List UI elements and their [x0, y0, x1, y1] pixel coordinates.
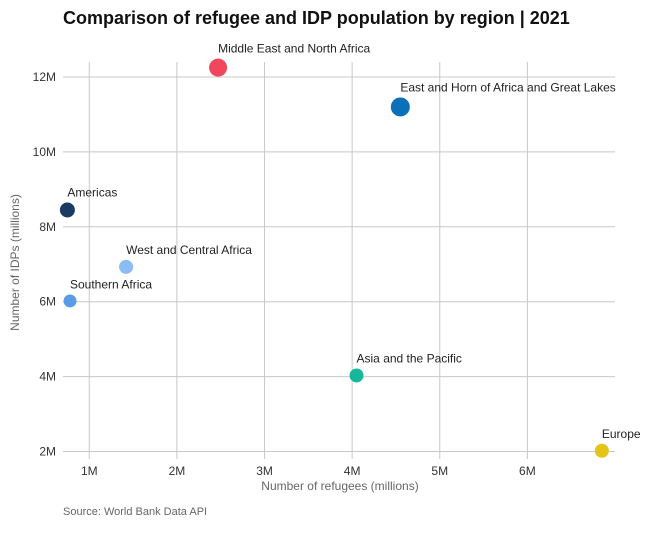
x-tick-label: 4M: [344, 464, 361, 478]
data-point-label: East and Horn of Africa and Great Lakes: [400, 80, 615, 94]
data-point[interactable]: [59, 202, 75, 218]
y-axis-label: Number of IDPs (millions): [8, 194, 22, 331]
data-point[interactable]: [390, 97, 410, 117]
source-note: Source: World Bank Data API: [63, 506, 208, 518]
data-point[interactable]: [349, 368, 364, 383]
data-point-label: Asia and the Pacific: [357, 351, 462, 365]
x-axis-label: Number of refugees (millions): [261, 479, 418, 493]
data-point[interactable]: [63, 294, 77, 308]
y-tick-label: 10M: [33, 145, 56, 159]
y-tick-label: 2M: [39, 445, 56, 459]
data-points: Middle East and North Africa East and Hor…: [59, 42, 641, 458]
data-point[interactable]: [594, 443, 609, 458]
y-tick-label: 4M: [39, 370, 56, 384]
x-tick-label: 3M: [256, 464, 273, 478]
data-point-label: Americas: [67, 185, 117, 199]
data-point-label: West and Central Africa: [126, 243, 252, 257]
tick-labels: 1M 2M 3M 4M 5M 6M 2M 4M 6M 8M 10M 12M: [33, 70, 536, 478]
data-point[interactable]: [209, 58, 228, 77]
x-tick-label: 6M: [519, 464, 536, 478]
data-point[interactable]: [119, 259, 134, 274]
chart-title: Comparison of refugee and IDP population…: [63, 8, 570, 28]
y-tick-label: 12M: [33, 70, 56, 84]
y-tick-label: 8M: [39, 220, 56, 234]
x-tick-label: 5M: [431, 464, 448, 478]
y-tick-label: 6M: [39, 295, 56, 309]
data-point-label: Southern Africa: [70, 277, 152, 291]
data-point-label: Europe: [602, 427, 641, 441]
x-tick-label: 2M: [169, 464, 186, 478]
data-point-label: Middle East and North Africa: [218, 42, 370, 56]
x-tick-label: 1M: [81, 464, 98, 478]
grid-lines: [63, 62, 615, 459]
